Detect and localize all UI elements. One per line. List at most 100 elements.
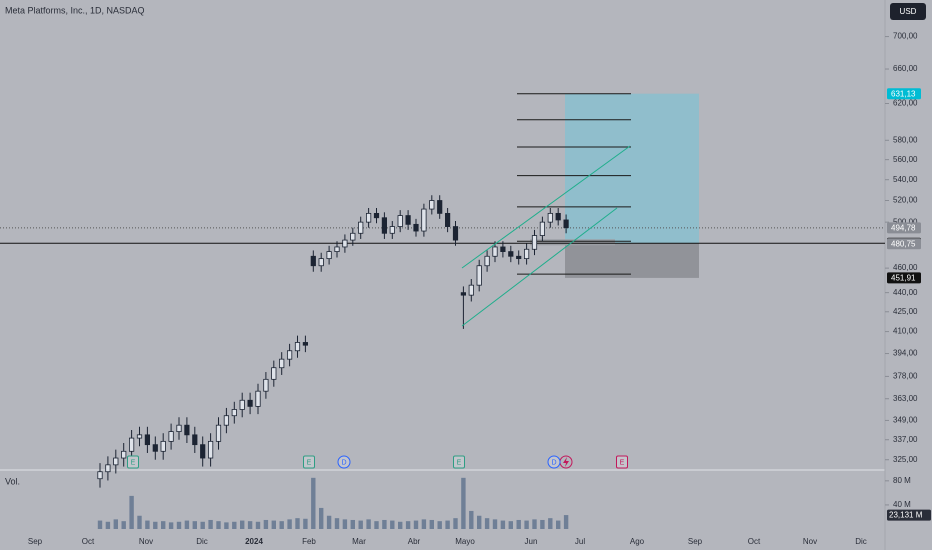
volume-bar <box>224 522 229 529</box>
y-tick-label: 410,00 <box>893 327 918 336</box>
candle-body <box>492 246 498 257</box>
candle-body <box>460 292 467 296</box>
volume-bar <box>334 518 340 529</box>
y2-tick-label: 80 M <box>893 476 911 485</box>
event-icon[interactable] <box>337 455 351 469</box>
price-label: 480,75 <box>891 239 916 248</box>
candle-body <box>184 424 190 436</box>
event-icon[interactable] <box>616 455 628 469</box>
candle-body <box>105 464 111 473</box>
currency-button[interactable] <box>890 3 926 20</box>
candle-body <box>421 208 427 232</box>
volume-bar <box>216 521 221 529</box>
candle-body <box>476 265 482 286</box>
price-label-bg <box>887 272 921 284</box>
candle-body <box>263 378 269 392</box>
candle-body <box>326 251 332 260</box>
event-label[interactable]: D <box>551 459 556 466</box>
event-icon[interactable] <box>453 455 465 469</box>
volume-bar <box>390 520 395 529</box>
x-tick-label: 2024 <box>245 537 263 546</box>
candle-body <box>176 424 182 433</box>
y-tick-label: 349,00 <box>893 416 918 425</box>
plot <box>97 195 569 529</box>
candle-body <box>302 342 309 346</box>
candle-body <box>128 437 135 452</box>
volume-bar <box>137 515 142 529</box>
y-tick-label: 520,00 <box>893 196 918 205</box>
event-icon[interactable] <box>303 455 315 469</box>
x-tick-label: Nov <box>139 537 153 546</box>
candle-body <box>524 248 530 260</box>
candle-body <box>452 226 459 241</box>
target-zone <box>565 93 699 244</box>
event-label[interactable]: E <box>307 459 312 466</box>
volume-bar <box>413 520 419 529</box>
event-icon[interactable] <box>547 455 561 469</box>
volume-bar <box>453 518 458 529</box>
event-icon[interactable] <box>127 455 139 469</box>
event-label[interactable]: E <box>131 459 136 466</box>
volume-bar <box>500 520 506 529</box>
volume-bar <box>271 520 276 529</box>
volume-bar <box>176 521 182 529</box>
volume-label-bg <box>887 509 931 521</box>
y-tick-label: 660,00 <box>893 64 918 73</box>
volume-bar <box>516 519 521 529</box>
x-tick-label: Oct <box>748 537 761 546</box>
x-tick-label: Ago <box>630 537 645 546</box>
candle-body <box>429 200 435 210</box>
y-tick-label: 337,00 <box>893 435 918 444</box>
channel-line <box>461 145 631 269</box>
candle-body <box>555 212 561 221</box>
volume-bar <box>105 521 111 529</box>
candle-body <box>539 221 546 236</box>
volume-bar <box>350 519 355 529</box>
y-tick-label: 325,00 <box>893 455 918 464</box>
candle-body <box>350 232 356 241</box>
y-tick-label: 460,00 <box>893 263 918 272</box>
candle-body <box>160 440 166 452</box>
candle-body <box>113 457 119 466</box>
candle-body <box>405 215 411 225</box>
volume-bar <box>161 521 166 529</box>
candle-body <box>215 424 222 442</box>
volume-bar <box>524 520 529 529</box>
y-tick-label: 700,00 <box>893 32 918 41</box>
volume-bar <box>484 518 490 529</box>
y-tick-label: 378,00 <box>893 372 918 381</box>
candle-body <box>223 415 229 426</box>
volume-bar <box>421 519 427 529</box>
event-label[interactable]: E <box>620 459 625 466</box>
channel-line <box>461 207 618 327</box>
event-label[interactable]: E <box>457 459 462 466</box>
price-label-bg <box>887 88 921 100</box>
volume-bar <box>247 521 253 529</box>
candle-body <box>484 255 490 267</box>
candle-body <box>294 342 301 352</box>
candle-body <box>231 409 237 417</box>
candle-body <box>121 450 127 459</box>
volume-bar <box>97 520 103 529</box>
volume-bar <box>492 519 498 529</box>
candle-body <box>500 246 506 252</box>
volume-bar <box>540 519 545 529</box>
x-tick-label: Abr <box>408 537 421 546</box>
volume-bar <box>556 520 561 529</box>
currency-label[interactable]: USD <box>900 7 917 16</box>
volume-bar <box>398 521 403 529</box>
candle-body <box>413 223 419 232</box>
volume-bar <box>477 515 482 529</box>
volume-bar <box>184 520 190 529</box>
volume-bar <box>279 521 284 529</box>
volume-bar <box>311 477 316 529</box>
price-label-bg <box>887 222 921 234</box>
volume-bar <box>563 515 569 529</box>
event-label[interactable]: D <box>341 459 346 466</box>
volume-bar <box>382 519 387 529</box>
y-tick-label: 580,00 <box>893 135 918 144</box>
volume-bar <box>319 507 324 529</box>
candle-body <box>389 226 395 234</box>
